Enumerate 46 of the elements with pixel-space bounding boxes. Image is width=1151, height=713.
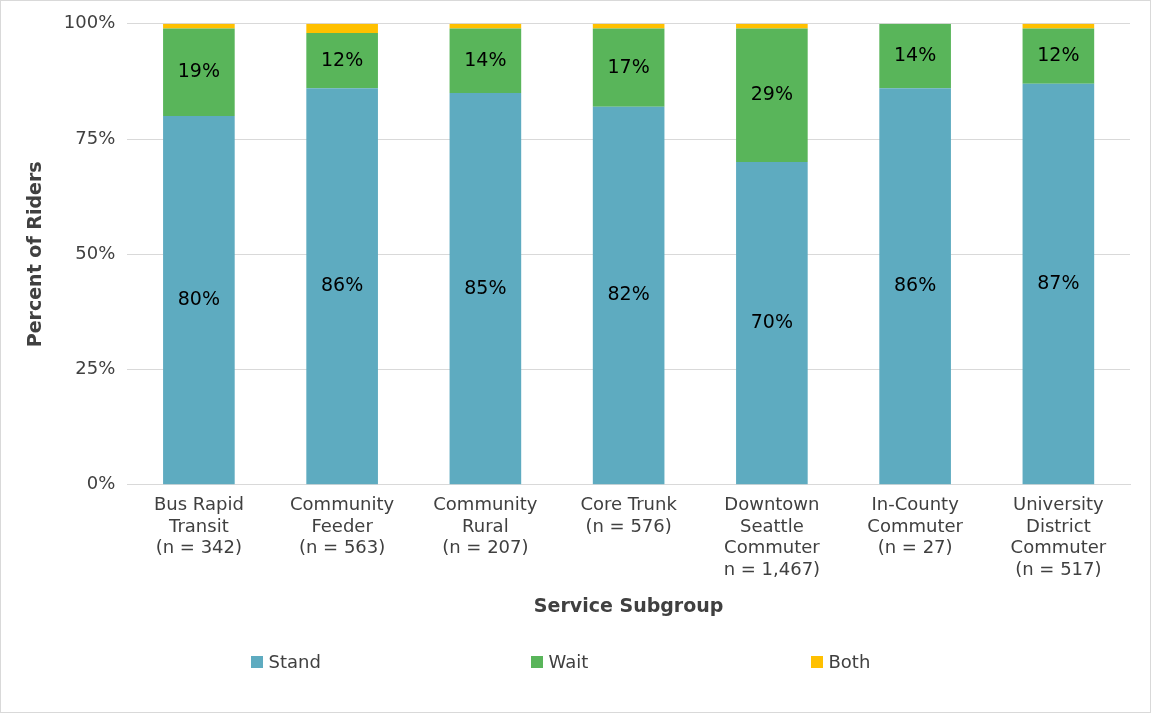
x-tick-label: In-County Commuter (n = 27) [867,493,964,558]
bar [879,88,951,485]
y-tick-label: 25% [75,357,116,379]
data-label: 29% [750,82,793,105]
x-tick-label: Core Trunk (n = 576) [580,493,678,536]
bar [306,33,378,89]
data-label: 12% [321,47,364,70]
x-tick-label: Community Rural (n = 207) [433,493,538,558]
bar [449,28,522,93]
data-label: 70% [750,310,793,333]
x-tick-label: Community Feeder (n = 563) [290,493,395,558]
y-axis-title: Percent of Riders [23,161,46,348]
data-label: 86% [321,273,364,296]
y-tick-label: 100% [63,11,116,33]
data-label: 86% [894,273,937,296]
data-label: 14% [464,47,507,70]
bar [306,88,378,485]
bar [1022,28,1095,84]
bar [879,23,951,89]
bar [592,28,665,107]
y-tick-label: 75% [75,126,116,148]
bar [449,92,522,485]
legend-label: Both [828,651,871,672]
bar [736,162,808,485]
data-label: 19% [177,59,220,82]
y-tick-label: 50% [75,241,116,263]
x-tick-label: Bus Rapid Transit (n = 342) [153,493,244,558]
data-label: 82% [607,282,650,305]
legend-label: Wait [548,651,589,672]
data-label: 12% [1037,43,1080,66]
y-tick-label: 0% [86,472,116,494]
x-tick-label: University District Commuter (n = 517) [1010,493,1107,580]
data-label: 14% [894,43,937,66]
bar [1022,83,1095,485]
bar [163,116,235,485]
bar [592,106,665,485]
legend-label: Stand [268,651,321,672]
data-label: 17% [607,54,650,77]
data-label: 87% [1037,270,1080,293]
bar [736,28,808,163]
bar [306,23,378,34]
x-axis-title: Service Subgroup [533,593,724,616]
x-tick-label: Downtown Seattle Commuter n = 1,467) [723,493,821,580]
data-label: 80% [177,287,220,310]
bar [163,28,235,116]
data-label: 85% [464,275,507,298]
